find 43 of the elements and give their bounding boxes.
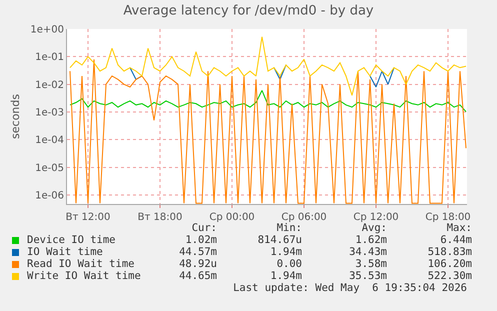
line-series bbox=[70, 90, 466, 112]
line-series bbox=[70, 58, 466, 204]
y-tick-label: 1e+00 bbox=[30, 24, 64, 36]
y-tick-label: 1e-04 bbox=[35, 135, 64, 146]
x-tick-label: Ср 06:00 bbox=[281, 212, 327, 223]
text: 6.44m bbox=[439, 234, 472, 246]
text: Cur: bbox=[190, 222, 217, 234]
legend-label: IO Wait time bbox=[26, 246, 104, 258]
legend-label: Write IO Wait time bbox=[26, 270, 142, 282]
text: 44.65m bbox=[178, 270, 217, 282]
text: Max: bbox=[446, 222, 472, 234]
text: 814.67u bbox=[256, 234, 302, 246]
text: 1.94m bbox=[269, 246, 302, 258]
text: 1.94m bbox=[269, 270, 302, 282]
x-tick-label: Ср 00:00 bbox=[209, 212, 255, 223]
text: 34.43m bbox=[348, 246, 387, 258]
y-axis-title: seconds bbox=[9, 94, 22, 139]
x-tick-label: Вт 18:00 bbox=[138, 212, 182, 223]
text: 35.53m bbox=[348, 270, 387, 282]
text: Avg: bbox=[360, 222, 387, 234]
text: 1.62m bbox=[354, 234, 387, 246]
text: 44.57m bbox=[178, 246, 217, 258]
y-tick-label: 1e-06 bbox=[35, 190, 64, 202]
y-tick-label: 1e-05 bbox=[35, 162, 64, 174]
text: 518.83m bbox=[426, 246, 472, 258]
legend-label: Read IO Wait time bbox=[26, 258, 136, 270]
chart-title: Average latency for /dev/md0 - by day bbox=[123, 4, 374, 19]
text: 48.92u bbox=[178, 258, 217, 270]
text: Last update: Wed May 6 19:35:04 2026 bbox=[232, 282, 467, 294]
text: 1.02m bbox=[184, 234, 217, 246]
text: 522.30m bbox=[426, 270, 472, 282]
text: Min: bbox=[276, 222, 302, 234]
x-tick-label: Вт 12:00 bbox=[66, 212, 110, 223]
legend-label: Device IO time bbox=[26, 234, 117, 246]
x-tick-label: Ср 18:00 bbox=[425, 212, 471, 223]
y-tick-label: 1e-03 bbox=[35, 107, 64, 118]
x-tick-label: Ср 12:00 bbox=[353, 212, 399, 223]
y-tick-label: 1e-02 bbox=[35, 80, 64, 91]
y-tick-label: 1e-01 bbox=[35, 52, 64, 64]
text: 0.00 bbox=[276, 258, 302, 270]
line-series bbox=[70, 36, 466, 96]
text: 3.58m bbox=[354, 258, 387, 270]
text: 106.20m bbox=[426, 258, 472, 270]
